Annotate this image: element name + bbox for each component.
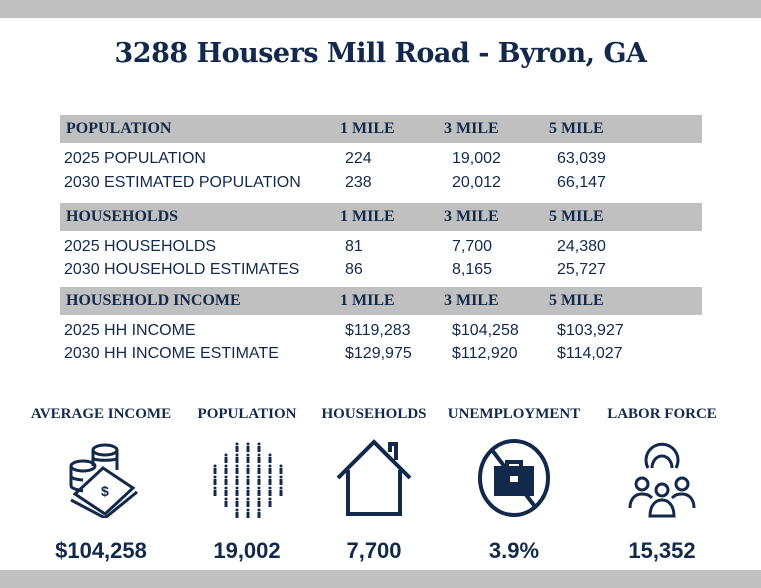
stat-value: $104,258 xyxy=(55,538,147,563)
stat-value: 15,352 xyxy=(628,538,696,563)
cell-value: 81 xyxy=(345,238,363,255)
column-header: 5 MILE xyxy=(549,120,604,137)
cell-value: $129,975 xyxy=(345,345,412,362)
table-row: 2030 HH INCOME ESTIMATE $129,975 $112,920 $… xyxy=(64,345,704,365)
section-header: POPULATION 1 MILE 3 MILE 5 MILE xyxy=(60,115,702,143)
row-label: 2025 HH INCOME xyxy=(64,322,196,339)
column-header: 1 MILE xyxy=(340,292,395,309)
section-header: HOUSEHOLDS 1 MILE 3 MILE 5 MILE xyxy=(60,203,702,231)
page-title: 3288 Housers Mill Road - Byron, GA xyxy=(114,38,647,69)
table-row: 2025 POPULATION 224 19,002 63,039 xyxy=(64,150,704,170)
no-briefcase-icon xyxy=(474,438,554,518)
cell-value: 63,039 xyxy=(557,150,606,167)
column-header: 3 MILE xyxy=(444,292,499,309)
team-gear-icon xyxy=(622,438,702,518)
section-header: HOUSEHOLD INCOME 1 MILE 3 MILE 5 MILE xyxy=(60,287,702,315)
table-row: 2030 HOUSEHOLD ESTIMATES 86 8,165 25,727 xyxy=(64,261,704,281)
cell-value: 8,165 xyxy=(452,261,493,278)
stat-label: AVERAGE INCOME xyxy=(30,406,172,422)
row-label: 2030 HOUSEHOLD ESTIMATES xyxy=(64,261,300,278)
stat-value: 7,700 xyxy=(346,538,402,563)
cell-value: $112,920 xyxy=(452,345,518,362)
stat-label: UNEMPLOYMENT xyxy=(447,406,581,422)
cell-value: 7,700 xyxy=(452,238,493,255)
column-header: 5 MILE xyxy=(549,292,604,309)
section-title: POPULATION xyxy=(66,120,172,137)
column-header: 3 MILE xyxy=(444,120,499,137)
row-label: 2025 POPULATION xyxy=(64,150,206,167)
cell-value: 66,147 xyxy=(557,174,606,191)
bottom-bar xyxy=(0,570,761,588)
house-icon xyxy=(334,438,414,518)
cell-value: $119,283 xyxy=(345,322,411,339)
stat-value: 19,002 xyxy=(213,538,281,563)
section-title: HOUSEHOLDS xyxy=(66,208,179,225)
table-row: 2025 HH INCOME $119,283 $104,258 $103,927 xyxy=(64,322,704,342)
cell-value: 238 xyxy=(345,174,372,191)
stat-label: POPULATION xyxy=(197,406,297,422)
cell-value: 224 xyxy=(345,150,372,167)
column-header: 5 MILE xyxy=(549,208,604,225)
cell-value: $104,258 xyxy=(452,322,519,339)
row-label: 2030 ESTIMATED POPULATION xyxy=(64,174,301,191)
column-header: 1 MILE xyxy=(340,208,395,225)
cell-value: 24,380 xyxy=(557,238,606,255)
column-header: 3 MILE xyxy=(444,208,499,225)
cell-value: $103,927 xyxy=(557,322,624,339)
section-title: HOUSEHOLD INCOME xyxy=(66,292,241,309)
table-row: 2030 ESTIMATED POPULATION 238 20,012 66,147 xyxy=(64,174,704,194)
top-bar xyxy=(0,0,761,18)
stat-value: 3.9% xyxy=(488,538,540,563)
money-coins-icon: $ xyxy=(61,438,141,520)
cell-value: $114,027 xyxy=(557,345,623,362)
table-row: 2025 HOUSEHOLDS 81 7,700 24,380 xyxy=(64,238,704,258)
people-crowd-icon xyxy=(207,438,287,518)
stat-label: HOUSEHOLDS xyxy=(321,406,427,422)
cell-value: 86 xyxy=(345,261,363,278)
cell-value: 20,012 xyxy=(452,174,501,191)
svg-text:$: $ xyxy=(101,483,109,499)
cell-value: 25,727 xyxy=(557,261,606,278)
stat-label: LABOR FORCE xyxy=(607,406,717,422)
row-label: 2025 HOUSEHOLDS xyxy=(64,238,217,255)
row-label: 2030 HH INCOME ESTIMATE xyxy=(64,345,279,362)
cell-value: 19,002 xyxy=(452,150,501,167)
column-header: 1 MILE xyxy=(340,120,395,137)
